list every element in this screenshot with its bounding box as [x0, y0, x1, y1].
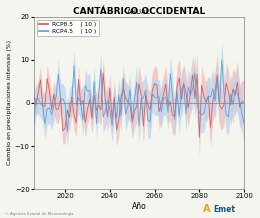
Text: ANUAL: ANUAL	[127, 9, 151, 15]
Legend: RCP8.5    ( 10 ), RCP4.5    ( 10 ): RCP8.5 ( 10 ), RCP4.5 ( 10 )	[37, 20, 99, 36]
Text: © Agencia Estatal de Meteorología: © Agencia Estatal de Meteorología	[5, 212, 74, 216]
Text: A: A	[203, 204, 210, 214]
Y-axis label: Cambio en precipitaciones intensas (%): Cambio en precipitaciones intensas (%)	[7, 40, 12, 165]
X-axis label: Año: Año	[132, 202, 146, 211]
Title: CANTÁBRICO OCCIDENTAL: CANTÁBRICO OCCIDENTAL	[73, 7, 205, 16]
Text: Emet: Emet	[213, 205, 235, 214]
